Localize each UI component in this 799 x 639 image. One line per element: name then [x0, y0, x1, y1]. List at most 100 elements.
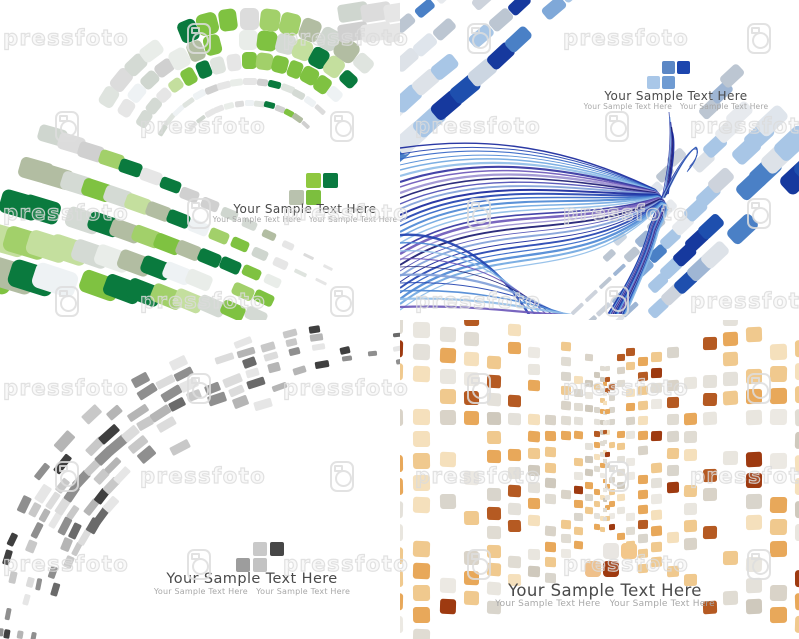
mosaic-tile	[560, 400, 571, 411]
mosaic-tile	[413, 321, 431, 338]
mosaic-tile	[723, 320, 739, 326]
mosaic-tile	[246, 376, 266, 391]
mosaic-tile	[271, 381, 288, 392]
mosaic-tile	[202, 33, 224, 57]
mosaic-tile	[382, 20, 400, 44]
mosaic-tile	[794, 408, 799, 426]
mosaic-tile	[339, 345, 351, 355]
mosaic-tile	[545, 446, 556, 457]
mosaic-tile	[637, 430, 648, 440]
mosaic-tile	[626, 430, 635, 439]
logo-square	[662, 76, 675, 89]
mosaic-tile	[650, 430, 662, 441]
mosaic-tile	[599, 473, 606, 479]
mosaic-tile	[271, 256, 289, 271]
mosaic-tile	[527, 380, 540, 392]
mosaic-tile	[412, 343, 431, 360]
mosaic-tile	[239, 7, 259, 31]
mosaic-tile	[745, 451, 762, 468]
mosaic-tile	[260, 228, 277, 242]
mosaic-tile	[487, 525, 502, 539]
mosaic-tile	[602, 488, 608, 493]
mosaic-tile	[702, 468, 717, 482]
mosaic-tile	[650, 556, 662, 568]
mosaic-tile	[651, 541, 662, 552]
mosaic-tile	[604, 408, 610, 415]
mosaic-tile	[602, 478, 608, 483]
mosaic-tile	[683, 484, 697, 497]
mosaic-tile	[584, 379, 593, 387]
mosaic-tile	[400, 546, 404, 564]
mosaic-tile	[651, 478, 662, 489]
mosaic-tile	[439, 347, 456, 363]
mosaic-tile	[293, 267, 308, 278]
mosaic-tile	[239, 30, 259, 50]
mosaic-tile	[573, 457, 583, 467]
mosaic-tile	[616, 379, 625, 387]
wave-line	[400, 305, 564, 314]
mosaic-tile	[573, 540, 583, 550]
mosaic-tile	[486, 392, 502, 407]
mosaic-tile	[651, 351, 662, 362]
mosaic-tile	[609, 488, 616, 496]
mosaic-tile	[464, 411, 480, 426]
mosaic-tile	[4, 608, 12, 621]
mosaic-tile	[487, 374, 502, 388]
mosaic-tile	[412, 431, 431, 448]
mosaic-tile	[723, 331, 739, 346]
mosaic-tile	[723, 351, 739, 366]
mosaic-tile	[244, 99, 255, 107]
mosaic-tile	[794, 500, 799, 518]
mosaic-tile	[560, 548, 571, 559]
mosaic-tile	[683, 502, 697, 515]
mosaic-tile	[439, 368, 456, 384]
sample-subtitle: Your Sample Text Here Your Sample Text H…	[495, 599, 715, 609]
logo-square	[270, 542, 284, 556]
mosaic-tile	[209, 55, 228, 76]
mosaic-tile	[545, 430, 556, 441]
mosaic-tile	[604, 494, 610, 500]
mosaic-tile	[252, 397, 273, 411]
mosaic-tile	[464, 391, 480, 406]
mosaic-tile	[19, 193, 63, 227]
mosaic-tile	[794, 339, 799, 357]
mosaic-tile	[21, 593, 31, 606]
wave-line	[400, 289, 569, 314]
mosaic-tile	[683, 537, 697, 551]
quadrant-gray-swoosh: Your Sample Text Here Your Sample Text H…	[0, 320, 400, 639]
mosaic-tile	[745, 389, 762, 405]
mosaic-tile	[105, 404, 124, 422]
mosaic-tile	[393, 345, 400, 352]
mosaic-tile	[637, 400, 648, 411]
mosaic-tile	[573, 485, 583, 494]
logo-square	[253, 542, 267, 556]
mosaic-tile	[584, 404, 593, 413]
sample-title: Your Sample Text Here	[604, 89, 748, 103]
mosaic-tile	[308, 324, 321, 334]
mosaic-tile	[650, 462, 662, 473]
mosaic-tile	[666, 397, 679, 409]
mosaic-tile	[560, 489, 571, 500]
mosaic-tile	[508, 341, 522, 354]
mosaic-tile	[702, 487, 717, 501]
wave-lines-art	[400, 111, 698, 314]
mosaic-tile	[486, 562, 502, 577]
logo-square	[306, 173, 321, 188]
mosaic-tile	[616, 481, 625, 489]
mosaic-tile	[584, 443, 593, 451]
mosaic-tile	[584, 494, 593, 502]
mosaic-tile	[309, 333, 324, 343]
mosaic-tile	[609, 465, 616, 472]
wave-line	[400, 233, 531, 314]
mosaic-tile	[769, 387, 787, 404]
mosaic-tile	[616, 366, 625, 375]
mosaic-tile	[560, 415, 571, 426]
mosaic-tile	[412, 540, 431, 558]
mosaic-tile	[573, 499, 583, 508]
sample-title: Your Sample Text Here	[233, 202, 377, 216]
mosaic-tile	[666, 531, 679, 544]
mosaic-tile	[285, 337, 299, 348]
sample-title: Your Sample Text Here	[508, 581, 702, 600]
mosaic-tile	[637, 415, 648, 425]
mosaic-tile	[169, 438, 191, 456]
